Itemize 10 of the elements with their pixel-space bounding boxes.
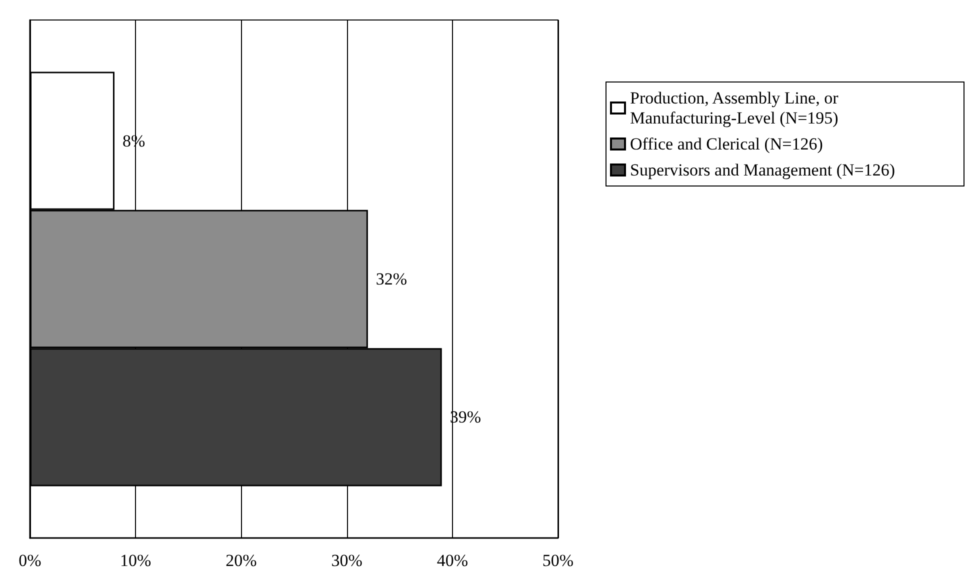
x-tick-label: 20% (226, 551, 257, 570)
legend-label: Supervisors and Management (N=126) (630, 160, 896, 180)
legend-label: Production, Assembly Line, or Manufacturing-Level (N=195) (630, 88, 842, 128)
x-tick-label: 40% (436, 551, 468, 570)
x-tick-label: 10% (120, 551, 152, 570)
legend-label: Office and Clerical (N=126) (630, 134, 823, 154)
x-tick-label: 0% (18, 551, 42, 570)
x-tick-label: 30% (331, 551, 362, 570)
x-tick-label: 50% (542, 551, 574, 570)
data-label: 32% (376, 270, 408, 288)
